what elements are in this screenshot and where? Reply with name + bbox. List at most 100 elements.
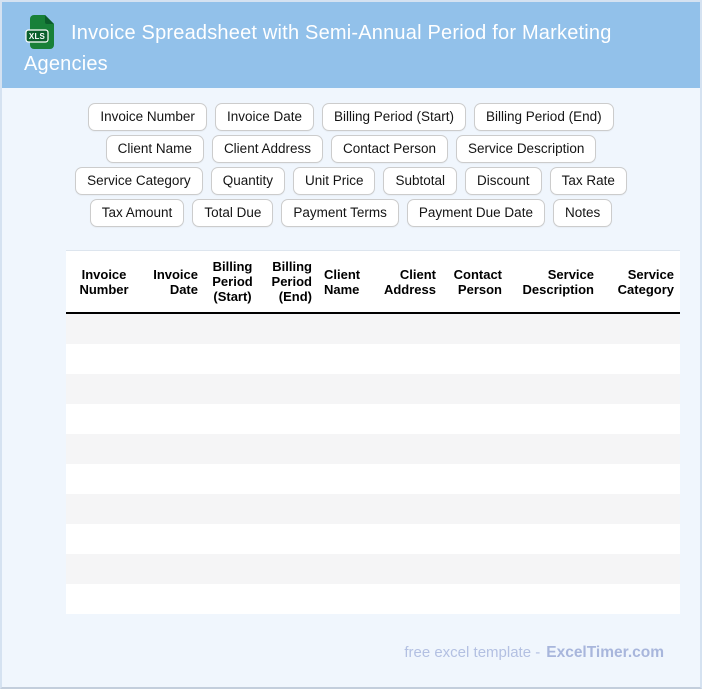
field-chip[interactable]: Tax Amount: [89, 199, 185, 227]
empty-cell: [66, 524, 142, 554]
empty-cell: [66, 494, 142, 524]
empty-cell: [373, 584, 442, 614]
empty-cell: [600, 374, 680, 404]
field-chip[interactable]: Unit Price: [292, 167, 376, 195]
empty-cell: [66, 584, 142, 614]
table-row: [66, 404, 680, 434]
empty-cell: [261, 344, 318, 374]
empty-cell: [66, 313, 142, 344]
empty-cell: [204, 344, 261, 374]
empty-cell: [600, 313, 680, 344]
empty-cell: [142, 524, 204, 554]
empty-cell: [204, 374, 261, 404]
field-chip[interactable]: Service Category: [75, 167, 203, 195]
empty-cell: [600, 554, 680, 584]
empty-cell: [373, 344, 442, 374]
empty-cell: [600, 584, 680, 614]
page-title: Invoice Spreadsheet with Semi-Annual Per…: [24, 22, 612, 75]
empty-cell: [442, 404, 508, 434]
field-chip[interactable]: Total Due: [192, 199, 274, 227]
field-chip[interactable]: Client Address: [211, 135, 323, 163]
empty-cell: [318, 524, 373, 554]
column-header: Contact Person: [442, 250, 508, 314]
column-header: Invoice Date: [142, 250, 204, 314]
empty-cell: [204, 554, 261, 584]
empty-cell: [261, 464, 318, 494]
empty-cell: [508, 524, 600, 554]
field-chip[interactable]: Service Description: [456, 135, 597, 163]
empty-cell: [508, 404, 600, 434]
column-header: Billing Period (End): [261, 250, 318, 314]
field-chip[interactable]: Tax Rate: [549, 167, 627, 195]
empty-cell: [600, 464, 680, 494]
field-chip[interactable]: Billing Period (End): [474, 103, 614, 131]
field-chip[interactable]: Discount: [465, 167, 542, 195]
field-chip[interactable]: Payment Terms: [281, 199, 399, 227]
empty-cell: [318, 434, 373, 464]
field-chip-list: Invoice Number Invoice Date Billing Period…: [2, 103, 700, 227]
field-chip[interactable]: Quantity: [210, 167, 285, 195]
empty-cell: [261, 494, 318, 524]
empty-cell: [442, 494, 508, 524]
empty-cell: [66, 434, 142, 464]
empty-cell: [204, 434, 261, 464]
empty-cell: [600, 344, 680, 374]
empty-cell: [373, 434, 442, 464]
empty-cell: [66, 374, 142, 404]
spreadsheet-header-row: Invoice Number Invoice Date Billing Period…: [66, 250, 680, 314]
empty-cell: [508, 434, 600, 464]
table-row: [66, 344, 680, 374]
empty-cell: [142, 584, 204, 614]
field-chip[interactable]: Invoice Number: [88, 103, 207, 131]
field-chip[interactable]: Client Name: [105, 135, 204, 163]
column-header: Client Address: [373, 250, 442, 314]
empty-cell: [600, 494, 680, 524]
field-chip[interactable]: Invoice Date: [214, 103, 314, 131]
column-header: Service Description: [508, 250, 600, 314]
chip-row: Invoice Number Invoice Date Billing Period…: [2, 103, 700, 131]
empty-cell: [442, 313, 508, 344]
empty-cell: [142, 374, 204, 404]
page-footer: free excel template - ExcelTimer.com: [2, 644, 664, 662]
empty-cell: [261, 434, 318, 464]
empty-cell: [204, 464, 261, 494]
table-row: [66, 434, 680, 464]
field-chip[interactable]: Subtotal: [383, 167, 458, 195]
empty-cell: [66, 464, 142, 494]
chip-row: Tax Amount Total Due Payment Terms Payment …: [2, 199, 700, 227]
empty-cell: [442, 584, 508, 614]
table-row: [66, 313, 680, 344]
field-chip[interactable]: Notes: [552, 199, 613, 227]
empty-cell: [442, 374, 508, 404]
empty-cell: [204, 404, 261, 434]
field-chip[interactable]: Billing Period (Start): [321, 103, 467, 131]
empty-cell: [508, 494, 600, 524]
field-chip[interactable]: Payment Due Date: [406, 199, 545, 227]
empty-cell: [508, 344, 600, 374]
table-row: [66, 554, 680, 584]
empty-cell: [373, 464, 442, 494]
app-header: XLS Invoice Spreadsheet with Semi-Annual…: [2, 2, 700, 88]
xls-file-icon: XLS: [24, 14, 56, 50]
empty-cell: [442, 524, 508, 554]
empty-cell: [142, 494, 204, 524]
empty-cell: [318, 584, 373, 614]
empty-cell: [261, 524, 318, 554]
brand-link[interactable]: ExcelTimer.com: [546, 644, 664, 661]
empty-cell: [373, 374, 442, 404]
empty-cell: [373, 313, 442, 344]
empty-cell: [142, 313, 204, 344]
empty-cell: [261, 404, 318, 434]
empty-cell: [600, 434, 680, 464]
chip-row: Client Name Client Address Contact Person S…: [2, 135, 700, 163]
empty-cell: [66, 554, 142, 584]
column-header: Client Name: [318, 250, 373, 314]
empty-cell: [142, 404, 204, 434]
empty-cell: [261, 374, 318, 404]
empty-cell: [66, 404, 142, 434]
empty-cell: [442, 434, 508, 464]
empty-cell: [261, 313, 318, 344]
empty-cell: [373, 494, 442, 524]
field-chip[interactable]: Contact Person: [330, 135, 449, 163]
